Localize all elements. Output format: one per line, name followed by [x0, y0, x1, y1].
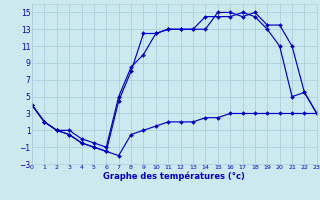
X-axis label: Graphe des températures (°c): Graphe des températures (°c): [103, 172, 245, 181]
